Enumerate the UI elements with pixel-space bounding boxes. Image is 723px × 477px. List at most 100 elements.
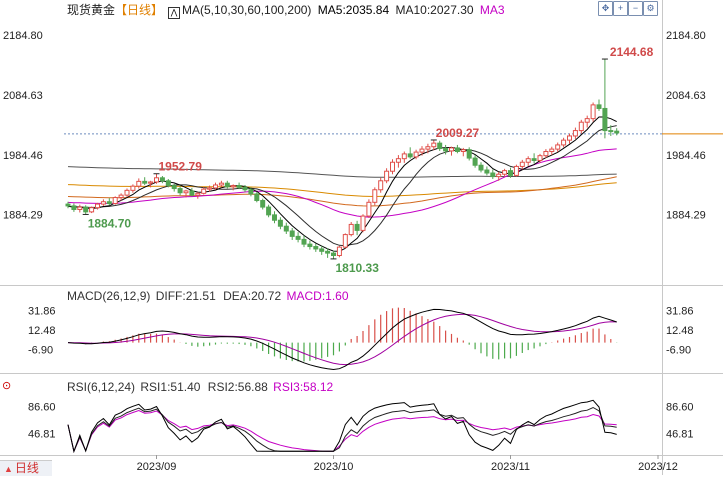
candle-body bbox=[154, 177, 159, 183]
move-icon[interactable]: ✥ bbox=[598, 1, 613, 16]
candle-body bbox=[372, 189, 378, 203]
candle-body bbox=[159, 177, 165, 182]
period-label[interactable]: 【日线】 bbox=[115, 3, 164, 17]
ma100-line bbox=[67, 182, 617, 198]
axis-labels: 2184.80 2184.80 2084.63 2084.63 1984.46 1984.… bbox=[3, 30, 706, 473]
candle-body bbox=[65, 203, 71, 207]
candle-body bbox=[283, 225, 289, 232]
price-tick-left: 1984.46 bbox=[3, 150, 43, 162]
candle-body bbox=[348, 223, 354, 236]
period-tab-icon: ▲ bbox=[4, 464, 13, 474]
candle-body bbox=[390, 161, 395, 172]
candle-body bbox=[490, 172, 496, 178]
candle-body bbox=[272, 214, 277, 221]
candle-body bbox=[277, 219, 283, 227]
candle-body bbox=[549, 148, 555, 152]
rsi1-line bbox=[67, 399, 617, 454]
candle-body bbox=[443, 148, 449, 152]
ma10-line bbox=[67, 125, 617, 247]
candle-body bbox=[431, 142, 437, 148]
candle-body bbox=[508, 170, 513, 176]
candle-body bbox=[354, 223, 360, 231]
candle-body bbox=[378, 180, 384, 191]
candle-body bbox=[83, 206, 89, 213]
annotation-label: 1884.70 bbox=[88, 216, 132, 230]
candle-body bbox=[454, 147, 460, 152]
ma60-line bbox=[67, 176, 617, 207]
price-tick-right: 2184.80 bbox=[666, 30, 706, 42]
rsi3-value: RSI3:58.12 bbox=[273, 380, 334, 394]
candle-body bbox=[307, 243, 313, 248]
ma200-line bbox=[67, 166, 617, 178]
candle-body bbox=[118, 194, 124, 199]
candle-body bbox=[95, 203, 100, 209]
candle-body bbox=[331, 252, 336, 257]
candle-body bbox=[513, 165, 519, 176]
candle-body bbox=[266, 206, 272, 216]
candle-body bbox=[484, 169, 490, 174]
candle-body bbox=[201, 188, 207, 194]
candle-body bbox=[136, 180, 142, 187]
rsi-tick-right: 46.81 bbox=[666, 429, 694, 441]
candle-body bbox=[502, 170, 508, 175]
x-axis-label: 2023/12 bbox=[638, 461, 678, 473]
rsi3-line bbox=[67, 409, 617, 453]
period-tab[interactable]: ▲ 日线 bbox=[0, 460, 52, 476]
candle-body bbox=[195, 192, 201, 196]
candle-body bbox=[325, 250, 331, 254]
candle-body bbox=[71, 205, 77, 210]
candle-body bbox=[130, 185, 136, 191]
annotation-label: 1810.33 bbox=[336, 261, 380, 275]
zoom-in-icon[interactable]: + bbox=[613, 1, 628, 16]
rsi-tick-left: 46.81 bbox=[28, 429, 56, 441]
macd-dea-value: DEA:20.72 bbox=[223, 289, 282, 303]
candle-body bbox=[165, 180, 171, 187]
candle-body bbox=[207, 187, 213, 190]
rsi-panel bbox=[67, 399, 617, 454]
settings-icon[interactable]: ⚙ bbox=[643, 1, 658, 16]
candle-body bbox=[142, 180, 148, 184]
candle-body bbox=[525, 158, 531, 163]
price-annotation: 1810.33 bbox=[330, 258, 380, 275]
candle-body bbox=[319, 248, 325, 252]
candle-body bbox=[342, 234, 348, 248]
candle-body bbox=[519, 161, 525, 167]
candle-body bbox=[496, 173, 502, 178]
candle-body bbox=[584, 118, 590, 123]
annotation-label: 2144.68 bbox=[610, 45, 654, 59]
candle-body bbox=[112, 197, 118, 205]
period-tab-label: 日线 bbox=[14, 461, 39, 475]
candle-body bbox=[425, 146, 431, 150]
ma-settings-icon[interactable]: ⋀ bbox=[168, 7, 180, 19]
candle-body bbox=[336, 246, 342, 257]
rsi2-line bbox=[67, 406, 617, 453]
candle-body bbox=[313, 246, 319, 250]
macd-diff-value: DIFF:21.51 bbox=[155, 289, 216, 303]
annotation-label: 1952.79 bbox=[159, 160, 203, 174]
candle-body bbox=[177, 188, 183, 194]
candle-body bbox=[543, 151, 549, 157]
x-axis-label: 2023/10 bbox=[314, 461, 354, 473]
price-annotation: 2144.68 bbox=[601, 45, 654, 60]
price-annotation: 2009.27 bbox=[430, 126, 480, 141]
candle-body bbox=[419, 148, 425, 153]
price-tick-left: 1884.29 bbox=[3, 210, 43, 222]
candle-body bbox=[572, 130, 578, 137]
ma-legend: ⋀ MA(5,10,30,60,100,200) MA5:2035.84 MA10… bbox=[168, 2, 505, 19]
rsi-indicator-icon[interactable]: ⊙ bbox=[2, 380, 12, 392]
macd-tick-right: 31.86 bbox=[666, 305, 694, 317]
candle-body bbox=[602, 107, 608, 132]
candle-body bbox=[384, 170, 390, 182]
candle-body bbox=[596, 104, 602, 109]
candle-body bbox=[77, 206, 83, 210]
candle-body bbox=[124, 189, 130, 196]
candle-body bbox=[360, 215, 366, 231]
candle-body bbox=[100, 201, 106, 205]
zoom-out-icon[interactable]: − bbox=[628, 1, 643, 16]
candle-body bbox=[148, 181, 154, 184]
macd-dea-line bbox=[67, 313, 617, 366]
rsi-tick-right: 86.60 bbox=[666, 402, 694, 414]
candle-body bbox=[301, 238, 307, 245]
candle-body bbox=[171, 185, 177, 190]
